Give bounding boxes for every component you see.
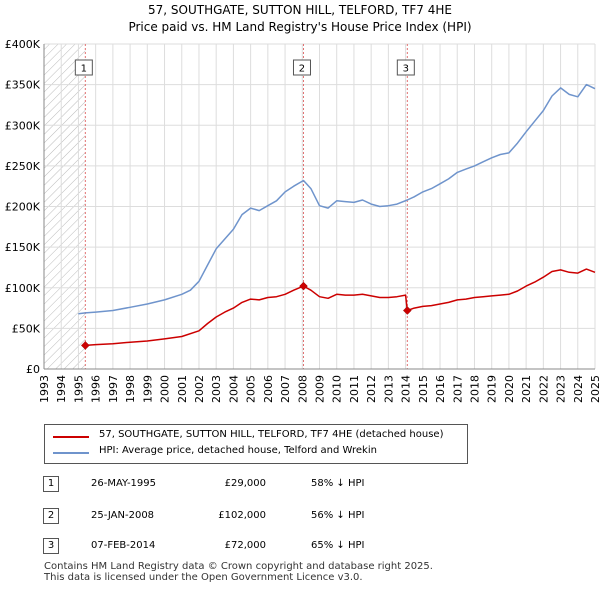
hpi-line xyxy=(78,83,596,315)
sale-price: £29,000 xyxy=(224,478,266,489)
x-tick-label: 2024 xyxy=(572,375,585,403)
x-tick-label: 2023 xyxy=(555,375,568,403)
x-tick-label: 2006 xyxy=(262,375,275,403)
sale-hpi-diff: 65% ↓ HPI xyxy=(311,540,365,551)
sale-marker-box xyxy=(74,59,93,76)
property-price-line xyxy=(85,268,596,347)
chart-legend: 57, SOUTHGATE, SUTTON HILL, TELFORD, TF7… xyxy=(44,424,468,464)
sale-marker-label: 3 xyxy=(403,64,409,75)
sale-price: £102,000 xyxy=(218,510,266,521)
sale-point xyxy=(402,306,412,315)
x-tick-label: 2010 xyxy=(331,375,344,403)
sale-row: 3 07-FEB-2014 £72,000 65% ↓ HPI xyxy=(0,536,600,556)
x-tick-label: 2013 xyxy=(382,375,395,403)
x-tick-label: 1998 xyxy=(124,375,137,403)
footer-line-licence: This data is licensed under the Open Gov… xyxy=(44,572,363,583)
x-tick-label: 2017 xyxy=(451,375,464,403)
x-tick-label: 2002 xyxy=(193,375,206,403)
x-tick-label: 2012 xyxy=(365,375,378,403)
y-tick-label: £250K xyxy=(5,160,41,173)
x-tick-label: 1995 xyxy=(72,375,85,403)
sale-marker-label: 1 xyxy=(81,64,87,75)
y-tick-label: £400K xyxy=(5,38,41,51)
sale-number-badge: 3 xyxy=(43,538,59,554)
sale-point xyxy=(299,281,308,291)
price-chart: 1 2 3 £0 £50K £100K £150K £200K £250K £300K £350K… xyxy=(5,38,600,403)
sale-date: 07-FEB-2014 xyxy=(91,540,156,551)
x-tick-label: 2007 xyxy=(279,375,292,403)
x-tick-label: 2008 xyxy=(296,375,309,403)
sale-price: £72,000 xyxy=(224,540,266,551)
y-tick-label: £100K xyxy=(5,282,41,295)
x-tick-label: 2011 xyxy=(348,375,361,403)
x-tick-label: 2016 xyxy=(434,375,447,403)
x-tick-label: 2021 xyxy=(520,375,533,403)
legend-swatch-hpi xyxy=(53,452,89,454)
y-tick-label: £200K xyxy=(5,201,41,214)
x-tick-label: 2015 xyxy=(417,375,430,403)
y-tick-label: £0 xyxy=(26,363,40,376)
sale-marker-box xyxy=(292,59,311,76)
x-tick-label: 2000 xyxy=(159,375,172,403)
y-tick-label: £50K xyxy=(12,322,41,335)
sale-hpi-diff: 56% ↓ HPI xyxy=(311,510,365,521)
sale-number-badge: 2 xyxy=(43,508,59,524)
sale-date: 25-JAN-2008 xyxy=(91,510,155,521)
x-tick-label: 1997 xyxy=(107,375,120,403)
chart-subtitle: Price paid vs. HM Land Registry's House … xyxy=(128,20,472,34)
x-tick-label: 2009 xyxy=(314,375,327,403)
x-tick-label: 2001 xyxy=(176,375,189,403)
x-tick-label: 2004 xyxy=(227,375,240,403)
sale-marker-box xyxy=(396,59,415,76)
x-tick-label: 1994 xyxy=(55,375,68,403)
x-tick-label: 2019 xyxy=(486,375,499,403)
x-tick-label: 2014 xyxy=(400,375,413,403)
y-tick-label: £300K xyxy=(5,119,41,132)
x-tick-label: 1993 xyxy=(38,375,51,403)
x-tick-label: 2022 xyxy=(537,375,550,403)
sale-row: 1 26-MAY-1995 £29,000 58% ↓ HPI xyxy=(0,474,600,494)
sale-date: 26-MAY-1995 xyxy=(91,478,157,489)
x-tick-label: 2020 xyxy=(503,375,516,403)
x-tick-label: 1996 xyxy=(90,375,103,403)
sale-hpi-diff: 58% ↓ HPI xyxy=(311,478,365,489)
x-tick-label: 1999 xyxy=(141,375,154,403)
y-tick-label: £350K xyxy=(5,79,41,92)
sale-number-badge: 1 xyxy=(43,476,59,492)
footer-line-copyright: Contains HM Land Registry data © Crown c… xyxy=(44,561,433,572)
x-tick-label: 2005 xyxy=(245,375,258,403)
x-tick-label: 2025 xyxy=(589,375,600,403)
sale-row: 2 25-JAN-2008 £102,000 56% ↓ HPI xyxy=(0,506,600,526)
chart-title: 57, SOUTHGATE, SUTTON HILL, TELFORD, TF7… xyxy=(148,3,452,17)
x-tick-label: 2018 xyxy=(468,375,481,403)
sale-marker-label: 2 xyxy=(299,64,305,75)
footer-attribution: Contains HM Land Registry data © Crown c… xyxy=(44,561,433,583)
legend-swatch-property xyxy=(53,436,89,438)
sale-point xyxy=(80,341,90,350)
legend-label-property: 57, SOUTHGATE, SUTTON HILL, TELFORD, TF7… xyxy=(99,429,444,440)
x-tick-label: 2003 xyxy=(210,375,223,403)
y-tick-label: £150K xyxy=(5,241,41,254)
legend-label-hpi: HPI: Average price, detached house, Telf… xyxy=(99,445,377,456)
